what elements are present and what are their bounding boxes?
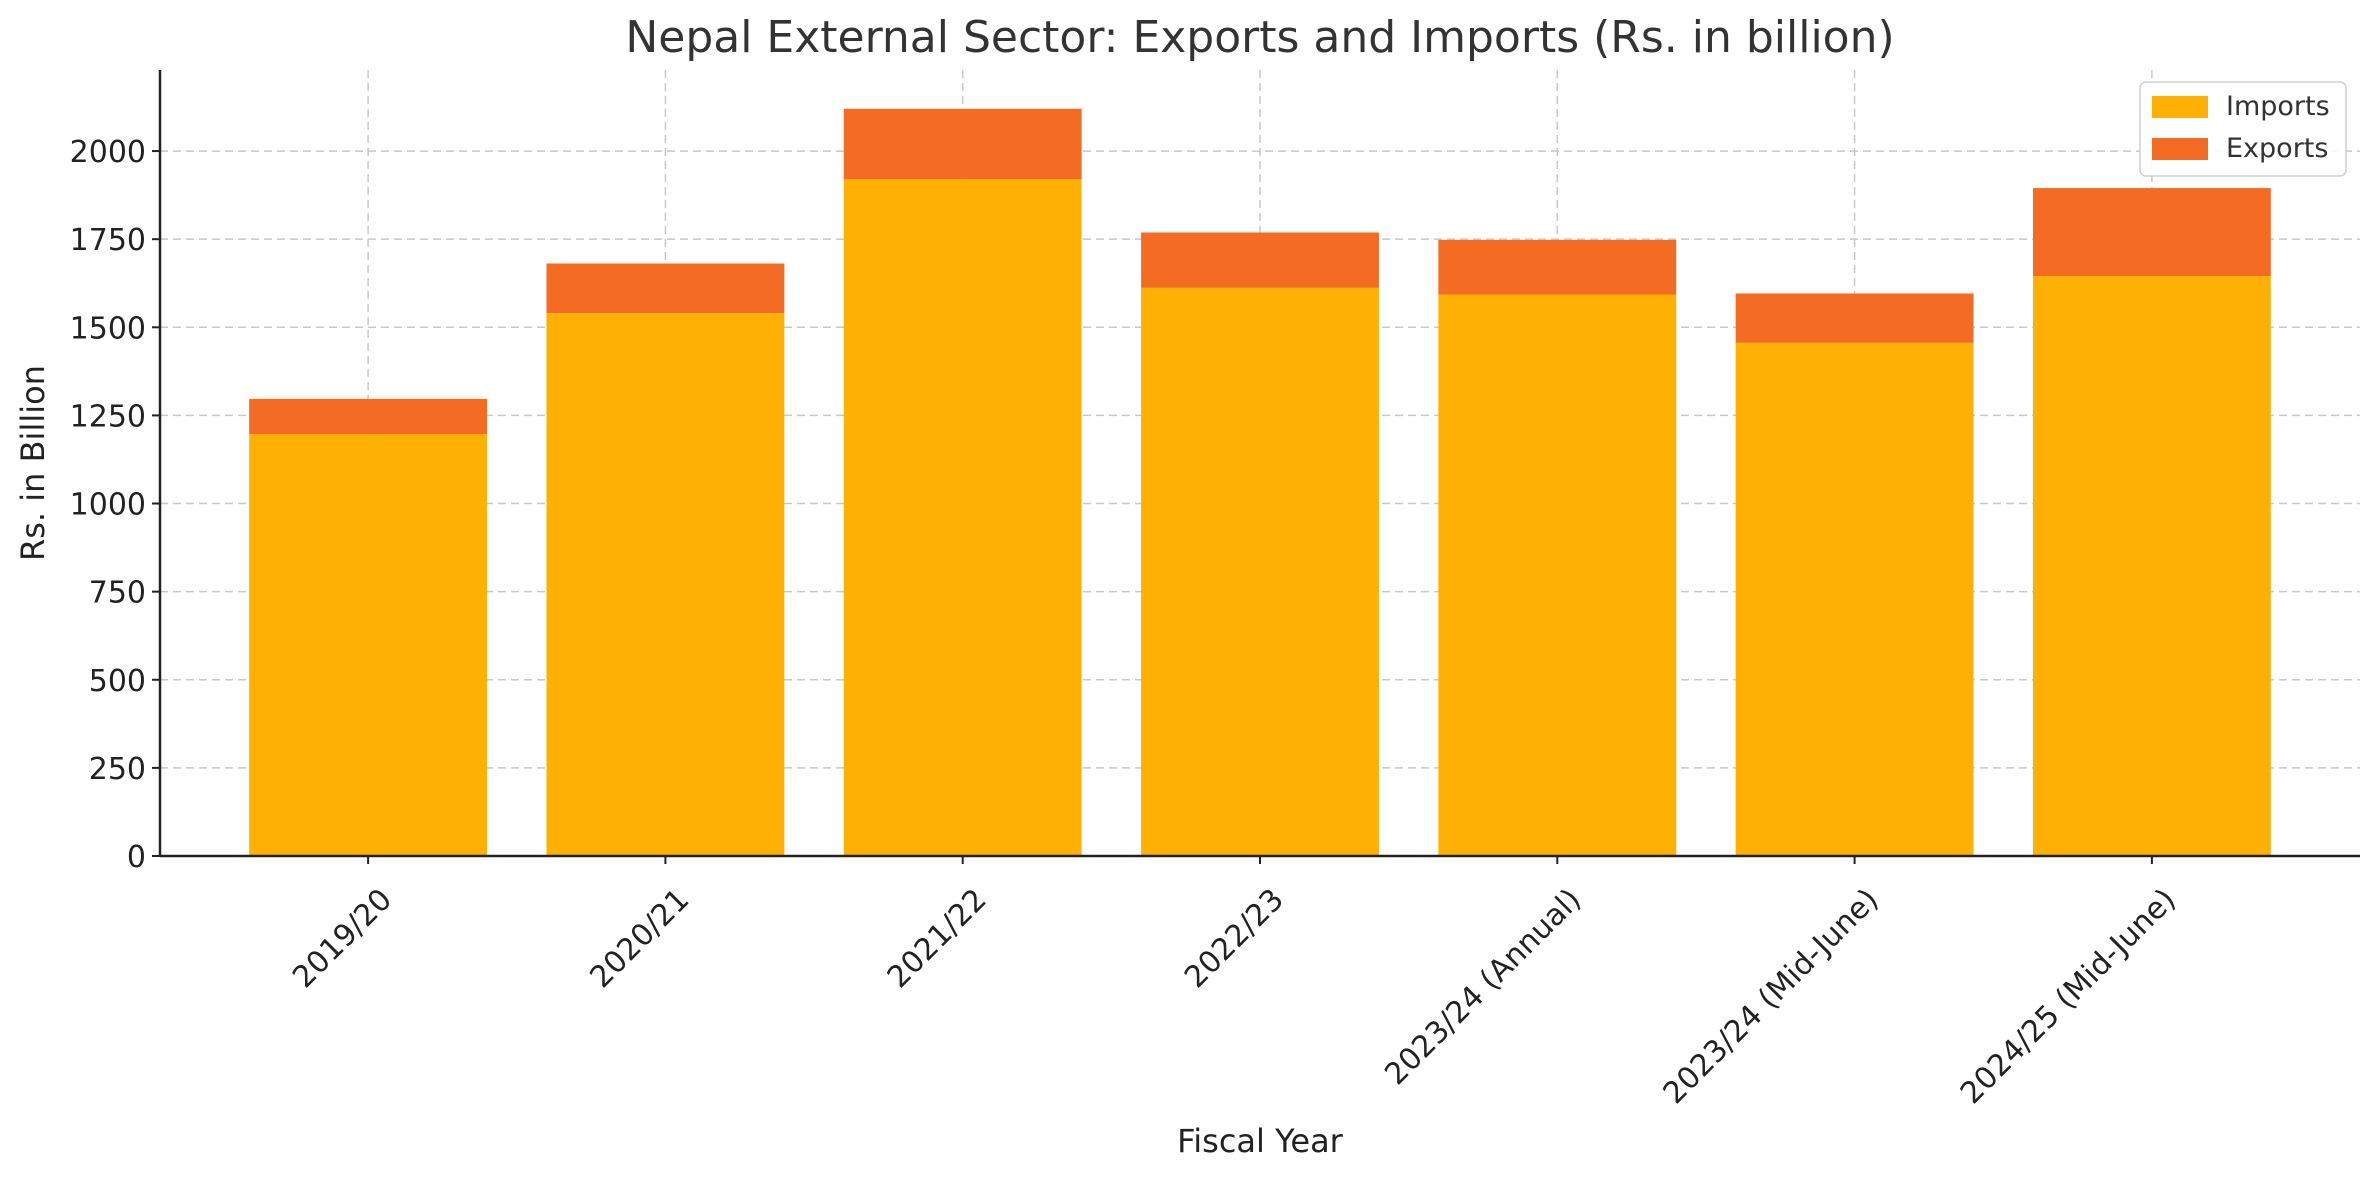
bar-imports-6	[2032, 276, 2271, 856]
y-tick-label: 250	[89, 752, 146, 787]
bar-exports-2	[843, 108, 1082, 180]
x-tick-label: 2021/22	[881, 882, 994, 995]
legend: Imports Exports	[2139, 81, 2347, 177]
bar-exports-6	[2032, 188, 2271, 277]
x-tick-label: 2024/25 (Mid-June)	[1954, 882, 2183, 1111]
legend-label-imports: Imports	[2226, 91, 2330, 122]
bar-imports-5	[1735, 342, 1974, 856]
bar-imports-4	[1438, 294, 1677, 856]
y-axis-label: Rs. in Billion	[14, 365, 52, 561]
x-tick-label: 2020/21	[583, 882, 696, 995]
y-tick-label: 1500	[70, 311, 146, 346]
x-axis-label: Fiscal Year	[1177, 1122, 1344, 1160]
y-tick-label: 1250	[70, 399, 146, 434]
y-tick-label: 0	[127, 840, 146, 875]
bar-exports-5	[1735, 293, 1974, 343]
y-tick-label: 750	[89, 576, 146, 611]
legend-swatch-imports	[2152, 96, 2208, 118]
x-tick-label: 2022/23	[1178, 882, 1291, 995]
bar-exports-0	[249, 398, 488, 435]
bar-imports-1	[546, 313, 785, 856]
bars	[249, 108, 2271, 856]
chart-title: Nepal External Sector: Exports and Impor…	[625, 12, 1894, 63]
y-tick-label: 2000	[70, 135, 146, 170]
bar-exports-4	[1438, 239, 1677, 295]
bar-imports-3	[1141, 287, 1379, 856]
bar-exports-3	[1141, 232, 1379, 288]
bar-imports-0	[249, 434, 488, 856]
x-tick-label: 2019/20	[286, 882, 399, 995]
x-tick-label: 2023/24 (Annual)	[1378, 882, 1588, 1092]
legend-label-exports: Exports	[2226, 133, 2328, 164]
y-tick-label: 1750	[70, 223, 146, 258]
legend-swatch-exports	[2152, 138, 2208, 160]
y-tick-label: 1000	[70, 488, 146, 523]
y-tick-label: 500	[89, 664, 146, 699]
x-tick-label: 2023/24 (Mid-June)	[1657, 882, 1886, 1111]
bar-exports-1	[546, 263, 785, 314]
bar-imports-2	[843, 179, 1082, 856]
